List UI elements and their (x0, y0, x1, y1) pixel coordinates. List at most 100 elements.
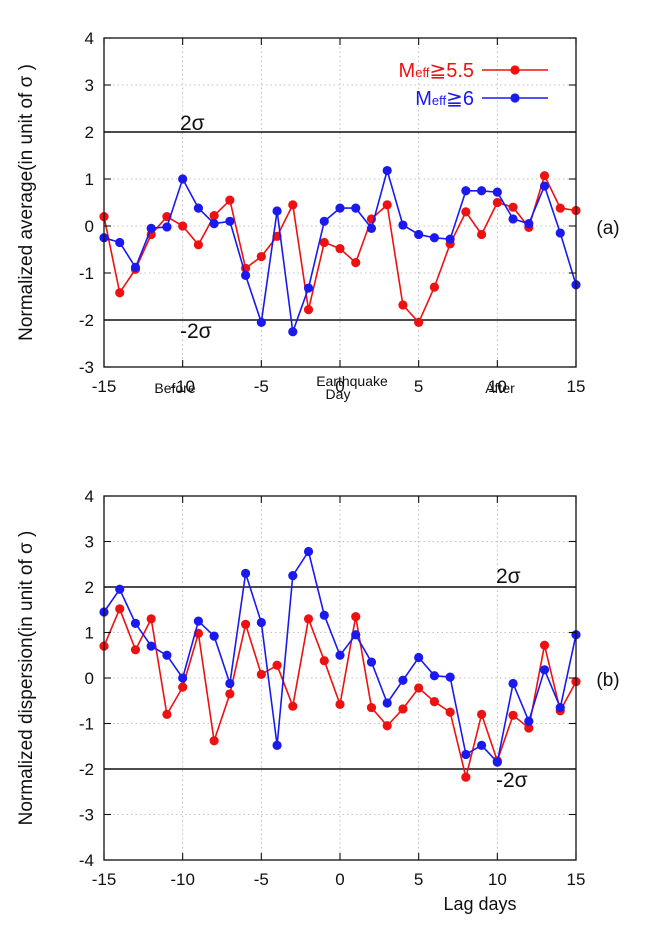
data-point (477, 709, 487, 720)
data-point (555, 228, 565, 238)
x-tick-label: -15 (92, 870, 117, 889)
y-tick-label: 0 (85, 217, 94, 236)
legend-marker (510, 93, 520, 103)
y-tick-label: 4 (85, 29, 94, 48)
x-tick-label: 0 (335, 870, 344, 889)
data-point (539, 171, 550, 181)
reference-label: -2σ (180, 320, 212, 343)
period-label-before: Before (154, 380, 195, 396)
x-tick-label: -5 (254, 377, 269, 396)
data-point (256, 317, 266, 327)
data-point (288, 327, 298, 337)
x-tick-label: 5 (414, 870, 423, 889)
data-point (115, 584, 125, 594)
data-point (539, 640, 550, 650)
data-point (429, 282, 439, 292)
reference-label: -2σ (496, 769, 528, 792)
data-point (178, 221, 188, 231)
x-tick-label: -10 (170, 870, 195, 889)
data-point (492, 757, 502, 767)
data-point (162, 709, 172, 720)
data-point (115, 237, 125, 248)
data-point (178, 682, 188, 692)
data-point (524, 723, 534, 733)
data-point (414, 683, 424, 693)
y-tick-label: -2 (79, 760, 94, 779)
legend-label: Meff≧5.5 (399, 60, 474, 82)
data-point (555, 702, 565, 713)
y-axis-label: Normalized dispersion(in unit of σ ) (16, 531, 37, 826)
data-point (209, 211, 219, 221)
data-point (414, 652, 424, 663)
x-axis-label: Lag days (443, 894, 516, 914)
y-tick-label: 1 (85, 170, 94, 189)
y-tick-label: 0 (85, 669, 94, 688)
data-point (209, 631, 219, 641)
reference-label: 2σ (180, 112, 205, 135)
data-point (335, 203, 345, 213)
data-point (225, 678, 235, 689)
data-point (524, 219, 534, 229)
data-point (382, 698, 392, 708)
x-tick-label: 15 (567, 870, 586, 889)
data-point (162, 650, 172, 660)
data-point (477, 740, 487, 750)
data-point (162, 222, 172, 232)
data-point (256, 617, 266, 628)
y-axis-label: Normalized average(in unit of σ ) (16, 64, 37, 341)
data-point (225, 195, 235, 205)
period-label-day: Day (326, 386, 351, 402)
data-point (303, 546, 314, 557)
data-point (461, 749, 471, 760)
data-point (508, 214, 518, 224)
data-point (272, 206, 282, 216)
data-point (335, 699, 345, 709)
data-point (209, 736, 219, 746)
chart-average: 2σ-2σ-15 -10 -5 0 5 10 15-3-2-101234Normalized… (16, 29, 620, 402)
data-point (146, 223, 156, 233)
data-point (130, 618, 141, 629)
legend: Meff≧5.5 Meff≧6 (399, 60, 548, 110)
data-point (351, 611, 361, 622)
y-tick-label: 3 (85, 533, 94, 552)
chart-dispersion: 2σ-2σ-15 -10 -5 0 5 10 15-4-3-2-101234Normaliz… (16, 487, 620, 914)
x-tick-label: 10 (488, 377, 507, 396)
data-point (319, 610, 329, 620)
data-point (492, 197, 502, 208)
data-point (115, 604, 125, 614)
data-point (555, 203, 565, 213)
data-point (288, 701, 298, 711)
data-point (429, 697, 439, 707)
data-point (492, 187, 502, 197)
data-point (225, 216, 235, 226)
data-point (382, 165, 392, 176)
data-point (303, 283, 314, 293)
data-point (303, 305, 314, 315)
data-point (193, 240, 203, 250)
data-point (272, 740, 282, 750)
data-point (429, 233, 439, 243)
data-point (241, 270, 251, 280)
data-point (445, 234, 455, 244)
data-point (414, 229, 424, 240)
period-label-after: After (485, 380, 515, 396)
data-point (146, 641, 156, 651)
data-point (225, 689, 235, 699)
data-point (146, 614, 156, 624)
x-tick-label: 5 (414, 377, 423, 396)
series-meff-6 (99, 165, 581, 337)
y-tick-label: 4 (85, 487, 94, 506)
data-point (288, 200, 298, 210)
data-point (524, 716, 534, 726)
data-point (429, 671, 439, 681)
y-tick-label: 2 (85, 123, 94, 142)
data-point (382, 721, 392, 731)
y-tick-label: -2 (79, 311, 94, 330)
data-point (414, 317, 424, 327)
legend-marker (510, 65, 520, 75)
data-point (115, 288, 125, 298)
period-label-earthquake: Earthquake (316, 373, 388, 389)
data-point (398, 300, 408, 310)
data-point (272, 660, 282, 670)
data-point (508, 710, 518, 720)
